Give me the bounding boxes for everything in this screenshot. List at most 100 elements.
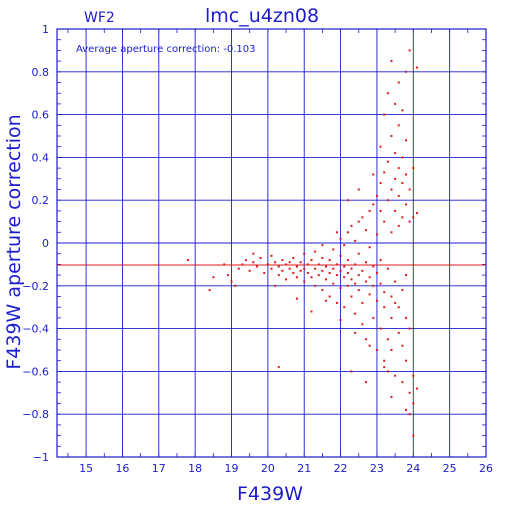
y-tick-label: −1 bbox=[33, 451, 49, 464]
x-tick-label: 15 bbox=[79, 462, 93, 475]
data-point bbox=[328, 259, 331, 262]
data-point bbox=[354, 263, 357, 266]
data-point bbox=[292, 271, 295, 274]
data-point bbox=[186, 259, 189, 262]
data-point bbox=[339, 319, 342, 322]
data-point bbox=[281, 259, 284, 262]
data-point bbox=[401, 289, 404, 292]
y-tick-labels: 1 0.8 0.6 0.4 0.2 0 −0.2 −0.4 −0.6 −0.8 −1 bbox=[22, 23, 49, 464]
data-point bbox=[379, 182, 382, 185]
data-point bbox=[277, 366, 280, 369]
data-point bbox=[321, 256, 324, 259]
data-point bbox=[263, 271, 266, 274]
y-tick-label: 0.2 bbox=[32, 194, 50, 207]
data-point bbox=[299, 269, 302, 272]
data-point bbox=[234, 284, 237, 287]
data-point bbox=[303, 252, 306, 255]
y-tick-label: 0.8 bbox=[32, 66, 50, 79]
x-tick-label: 22 bbox=[334, 462, 348, 475]
x-tick-label: 20 bbox=[261, 462, 275, 475]
data-point bbox=[405, 70, 408, 73]
data-point bbox=[390, 396, 393, 399]
data-point bbox=[350, 267, 353, 270]
y-tick-label: 1 bbox=[42, 23, 49, 36]
panel-label: WF2 bbox=[84, 10, 115, 26]
data-point bbox=[375, 299, 378, 302]
data-point bbox=[335, 301, 338, 304]
data-point bbox=[365, 229, 368, 232]
data-point bbox=[346, 284, 349, 287]
y-tick-label: −0.6 bbox=[22, 365, 49, 378]
y-tick-label: −0.2 bbox=[22, 280, 49, 293]
y-tick-label: 0.4 bbox=[32, 151, 50, 164]
data-point bbox=[314, 284, 317, 287]
data-point bbox=[383, 291, 386, 294]
data-point bbox=[361, 269, 364, 272]
data-point bbox=[386, 199, 389, 202]
y-tick-label: −0.4 bbox=[22, 323, 49, 336]
data-point bbox=[354, 312, 357, 315]
data-point bbox=[379, 145, 382, 148]
x-tick-label: 24 bbox=[406, 462, 420, 475]
data-point bbox=[226, 274, 229, 277]
data-point bbox=[299, 261, 302, 264]
data-point bbox=[288, 261, 291, 264]
x-tick-label: 21 bbox=[297, 462, 311, 475]
x-axis-label: F439W bbox=[237, 483, 303, 505]
data-point bbox=[386, 370, 389, 373]
data-point bbox=[321, 269, 324, 272]
data-point bbox=[386, 92, 389, 95]
data-point bbox=[397, 331, 400, 334]
data-point bbox=[405, 203, 408, 206]
data-point bbox=[310, 259, 313, 262]
data-point bbox=[306, 271, 309, 274]
data-point bbox=[383, 113, 386, 116]
data-point bbox=[394, 152, 397, 155]
data-point bbox=[397, 224, 400, 227]
data-point bbox=[354, 239, 357, 242]
data-point bbox=[397, 194, 400, 197]
data-point bbox=[372, 316, 375, 319]
data-point bbox=[274, 261, 277, 264]
data-point bbox=[350, 278, 353, 281]
data-point bbox=[383, 306, 386, 309]
data-point bbox=[394, 102, 397, 105]
data-point bbox=[412, 216, 415, 219]
data-point bbox=[372, 284, 375, 287]
data-point bbox=[310, 310, 313, 313]
x-tick-label: 16 bbox=[115, 462, 129, 475]
data-point bbox=[288, 267, 291, 270]
data-point bbox=[357, 252, 360, 255]
data-point bbox=[310, 276, 313, 279]
data-point bbox=[354, 282, 357, 285]
data-point bbox=[335, 274, 338, 277]
data-point bbox=[295, 297, 298, 300]
data-point bbox=[386, 267, 389, 270]
data-point bbox=[321, 289, 324, 292]
data-point bbox=[368, 246, 371, 249]
data-point bbox=[328, 271, 331, 274]
data-point bbox=[394, 280, 397, 283]
data-point bbox=[397, 81, 400, 84]
data-point bbox=[390, 349, 393, 351]
data-point bbox=[248, 269, 251, 272]
data-point bbox=[372, 173, 375, 176]
data-point bbox=[212, 276, 215, 279]
y-axis-label: F439W aperture correction bbox=[3, 114, 25, 369]
data-point bbox=[412, 434, 415, 437]
data-point bbox=[237, 267, 240, 270]
data-point bbox=[332, 248, 335, 251]
average-annotation: Average aperture correction: -0.103 bbox=[76, 44, 256, 55]
data-point bbox=[325, 299, 328, 302]
data-point bbox=[397, 306, 400, 309]
data-point bbox=[346, 271, 349, 274]
data-point bbox=[350, 224, 353, 227]
data-point bbox=[375, 233, 378, 236]
data-point bbox=[321, 244, 324, 247]
data-point bbox=[401, 156, 404, 159]
data-point bbox=[386, 160, 389, 163]
data-point bbox=[372, 265, 375, 268]
data-point bbox=[295, 276, 298, 279]
